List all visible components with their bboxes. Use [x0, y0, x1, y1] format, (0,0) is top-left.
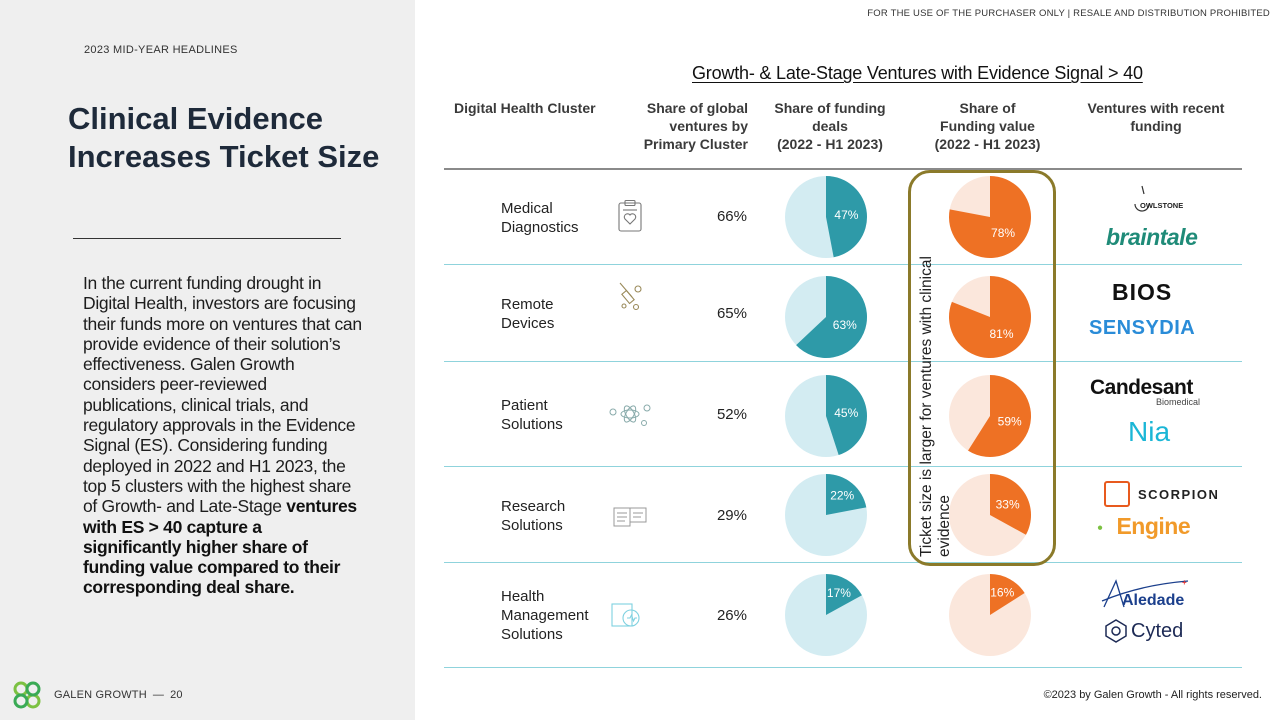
engine-dot-icon: ● — [1097, 522, 1103, 534]
section-kicker: 2023 MID-YEAR HEADLINES — [84, 44, 238, 56]
cluster-name-line: Solutions — [501, 416, 563, 433]
column-header-line: Funding value — [940, 118, 1035, 134]
aledade-logo: + Aledade — [1100, 577, 1195, 616]
cluster-name-line: Devices — [501, 315, 555, 332]
sensydia-logo: SENSYDIA — [1089, 317, 1196, 339]
copyright-notice: ©2023 by Galen Growth - All rights reser… — [1043, 689, 1262, 701]
galen-growth-logo-icon — [13, 681, 41, 709]
page-number: 20 — [170, 689, 183, 701]
cluster-name-line: Patient — [501, 397, 548, 414]
body-text-regular: In the current funding drought in Digita… — [83, 273, 362, 517]
cluster-name-line: Medical — [501, 200, 553, 217]
evidence-highlight-note: Ticket size is larger for ventures with … — [918, 256, 953, 557]
share-value: 26% — [716, 607, 747, 624]
column-header-line: Digital Health Cluster — [454, 100, 596, 116]
body-text-bold: ventures with ES > 40 capture a signific… — [83, 496, 357, 598]
header-divider — [444, 168, 1242, 170]
row-divider — [444, 667, 1242, 668]
table-row: Medical Diagnostics 66% OWLSTONE brainta… — [444, 170, 1242, 265]
row-divider — [444, 562, 1242, 563]
clipboard-heart-icon — [616, 199, 644, 233]
cluster-name: Patient Solutions — [501, 396, 563, 434]
table-row: Remote Devices 65% BIOS SENSYDIA — [444, 265, 1242, 362]
table-row: Health Management Solutions 26% + Aledade… — [444, 563, 1242, 668]
share-value: 29% — [716, 507, 747, 524]
cluster-name-line: Management — [501, 607, 589, 624]
evidence-highlight-box — [908, 170, 1056, 566]
cluster-name-line: Research — [501, 498, 566, 515]
column-header-value: Share of Funding value (2022 - H1 2023) — [920, 99, 1055, 153]
row-divider — [444, 264, 1242, 265]
owlstone-logo: OWLSTONE — [1130, 184, 1190, 225]
column-header-line: Share of — [959, 100, 1016, 116]
title-divider — [73, 238, 341, 239]
research-screen-icon — [612, 505, 648, 529]
scorpion-logo: SCORPION — [1104, 481, 1219, 507]
cluster-name: Research Solutions — [501, 497, 565, 535]
usage-disclaimer: FOR THE USE OF THE PURCHASER ONLY | RESA… — [867, 8, 1270, 19]
candesant-logo: Candesant — [1090, 376, 1193, 399]
left-panel: 2023 MID-YEAR HEADLINES Clinical Evidenc… — [0, 0, 415, 720]
svg-text:+: + — [1182, 578, 1187, 587]
column-header-line: deals — [812, 118, 848, 134]
scorpion-mark-icon — [1104, 481, 1130, 507]
cluster-name-line: Health — [501, 588, 545, 605]
braintale-logo: braintale — [1106, 224, 1198, 250]
cluster-name: Remote Devices — [501, 295, 554, 333]
scorpion-logo-text: SCORPION — [1138, 486, 1220, 502]
svg-text:Aledade: Aledade — [1122, 592, 1184, 609]
column-header-line: ventures by — [669, 118, 748, 134]
footer-brand-name: GALEN GROWTH — [54, 689, 147, 701]
molecule-icon — [608, 399, 652, 429]
cluster-name-line: Solutions — [501, 517, 563, 534]
share-value: 52% — [716, 406, 747, 423]
cyted-logo: Cyted — [1104, 619, 1183, 643]
row-divider — [444, 466, 1242, 467]
table-row: Patient Solutions 52% Candesant Biomedic… — [444, 362, 1242, 467]
health-management-icon — [610, 601, 644, 631]
share-value: 66% — [716, 208, 747, 225]
page-title: Clinical Evidence Increases Ticket Size — [68, 101, 380, 174]
column-header-line: Share of global — [646, 100, 748, 116]
table-title: Growth- & Late-Stage Ventures with Evide… — [692, 63, 1143, 83]
cyted-hex-icon — [1105, 619, 1127, 643]
footer-brand: GALEN GROWTH — 20 — [12, 680, 183, 710]
cluster-name: Health Management Solutions — [501, 587, 589, 644]
syringe-pills-icon — [616, 279, 644, 313]
cluster-name-line: Solutions — [501, 626, 563, 643]
column-header-line: (2022 - H1 2023) — [777, 136, 883, 152]
nia-logo: Nia — [1128, 416, 1171, 447]
cluster-name: Medical Diagnostics — [501, 199, 579, 237]
table-row: Research Solutions 29% SCORPION ● Engine — [444, 467, 1242, 563]
cluster-name-line: Diagnostics — [501, 219, 579, 236]
column-header-deals: Share of funding deals (2022 - H1 2023) — [766, 99, 894, 153]
column-header-cluster: Digital Health Cluster — [454, 99, 614, 117]
cluster-name-line: Remote — [501, 296, 554, 313]
column-header-line: (2022 - H1 2023) — [934, 136, 1041, 152]
footer-separator: — — [152, 689, 165, 701]
bios-logo: BIOS — [1112, 279, 1173, 305]
column-header-line: Primary Cluster — [643, 136, 748, 152]
body-paragraph: In the current funding drought in Digita… — [83, 273, 363, 598]
column-header-line: Share of funding — [774, 100, 886, 116]
candesant-logo-subtitle: Biomedical — [1156, 397, 1201, 407]
cyted-logo-text: Cyted — [1131, 619, 1184, 642]
svg-text:OWLSTONE: OWLSTONE — [1140, 201, 1183, 210]
engine-logo: ● Engine — [1097, 513, 1191, 540]
column-header-line: funding — [1130, 118, 1182, 134]
engine-logo-text: Engine — [1116, 513, 1191, 539]
column-header-line: Ventures with recent — [1087, 100, 1225, 116]
share-value: 65% — [716, 305, 747, 322]
column-header-ventures: Ventures with recent funding — [1078, 99, 1234, 135]
column-header-share: Share of global ventures by Primary Clus… — [624, 99, 748, 153]
row-divider — [444, 361, 1242, 362]
